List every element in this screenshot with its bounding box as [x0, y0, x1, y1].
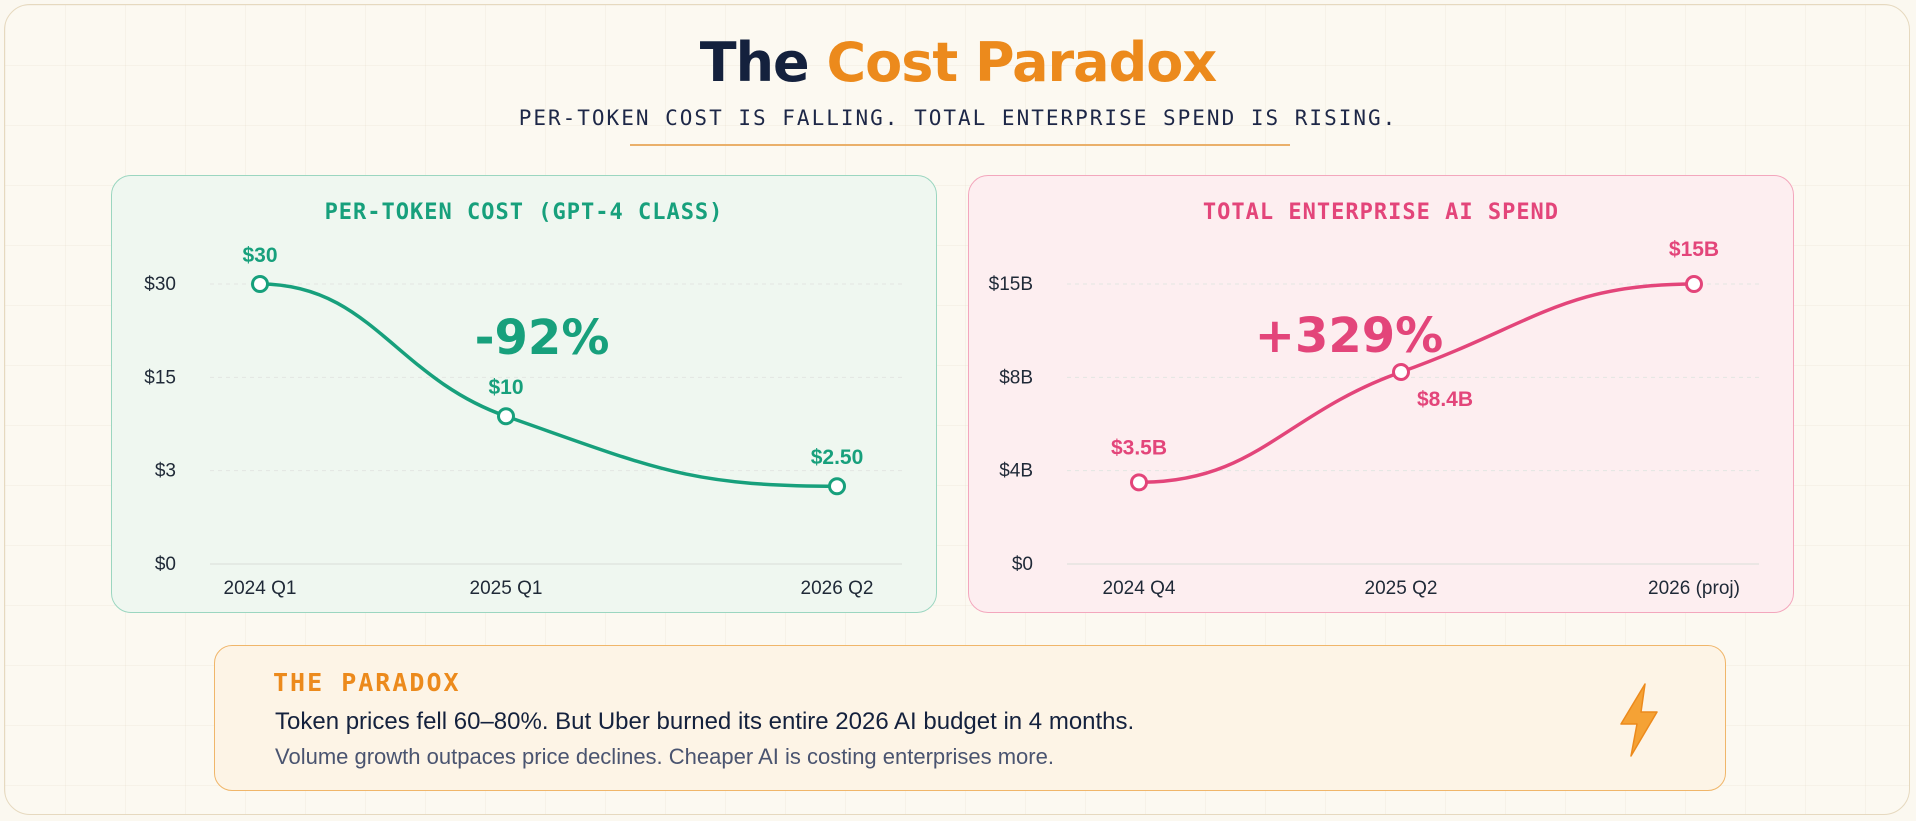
- per-token-cost-chart: $30 $15 $3 $0 2024 Q1 2025 Q1 2026 Q2 $30 $10 $2.…: [144, 244, 902, 599]
- paradox-heading: THE PARADOX: [273, 668, 461, 697]
- y-tick-label: $8B: [999, 367, 1033, 388]
- data-point: [828, 477, 846, 496]
- data-point: [497, 407, 515, 426]
- x-tick-label: 2024 Q1: [224, 578, 297, 599]
- data-label: $2.50: [811, 446, 864, 469]
- chart-title: TOTAL ENTERPRISE AI SPEND: [1202, 200, 1560, 225]
- y-tick-label: $15: [144, 367, 176, 388]
- x-tick-label: 2026 Q2: [801, 578, 874, 599]
- title-divider: [630, 144, 1290, 146]
- change-annotation: -92%: [475, 310, 610, 366]
- paradox-main-text: Token prices fell 60–80%. But Uber burne…: [275, 708, 1135, 735]
- page-subtitle: PER-TOKEN COST IS FALLING. TOTAL ENTERPR…: [518, 106, 1398, 130]
- data-label: $15B: [1669, 238, 1719, 261]
- data-point: [1685, 275, 1703, 293]
- per-token-cost-panel: PER-TOKEN COST (GPT-4 CLASS) $30 $15 $3 $0 2…: [111, 175, 937, 613]
- data-label: $10: [488, 376, 523, 399]
- lightning-bolt-icon: [1620, 683, 1658, 757]
- y-tick-label: $0: [155, 554, 176, 575]
- enterprise-spend-chart: $15B $8B $4B $0 2024 Q4 2025 Q2 2026 (proj) $3.…: [989, 238, 1759, 599]
- x-tick-label: 2025 Q1: [470, 578, 543, 599]
- title-part-1: The: [699, 31, 810, 94]
- paradox-sub-text: Volume growth outpaces price declines. C…: [275, 744, 1054, 769]
- chart-title: PER-TOKEN COST (GPT-4 CLASS): [324, 200, 724, 225]
- y-tick-label: $4B: [999, 461, 1033, 482]
- data-point: [1392, 363, 1410, 381]
- enterprise-spend-panel: TOTAL ENTERPRISE AI SPEND $15B $8B $4B $0 20…: [968, 175, 1794, 613]
- data-label: $8.4B: [1417, 388, 1473, 411]
- y-tick-label: $30: [144, 274, 176, 295]
- y-tick-label: $3: [155, 461, 176, 482]
- x-tick-label: 2025 Q2: [1365, 578, 1438, 599]
- data-point: [1130, 473, 1148, 492]
- x-tick-label: 2024 Q4: [1103, 578, 1176, 599]
- y-tick-label: $15B: [989, 274, 1033, 295]
- change-annotation: +329%: [1255, 308, 1444, 364]
- data-point: [251, 275, 269, 293]
- data-label: $30: [242, 244, 277, 267]
- paradox-callout: THE PARADOX Token prices fell 60–80%. Bu…: [214, 645, 1726, 791]
- data-label: $3.5B: [1111, 436, 1167, 459]
- x-tick-label: 2026 (proj): [1648, 578, 1740, 599]
- title-part-2: Cost Paradox: [826, 31, 1218, 94]
- y-tick-label: $0: [1012, 554, 1033, 575]
- page-title: The Cost Paradox: [0, 30, 1916, 96]
